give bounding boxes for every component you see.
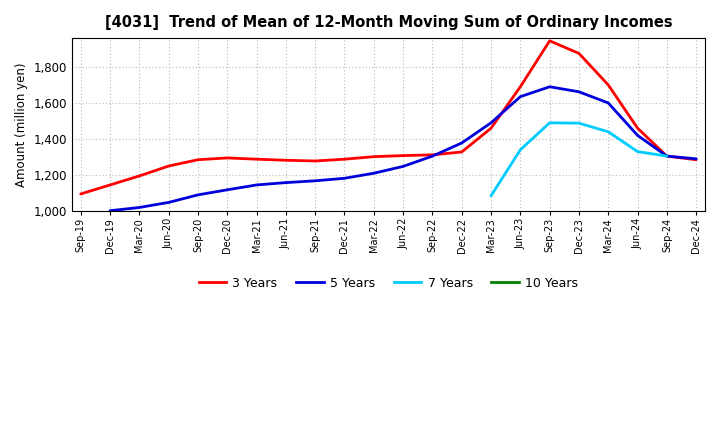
5 Years [575,89,583,95]
3 Years [662,154,671,159]
Y-axis label: Amount (million yen): Amount (million yen) [15,62,28,187]
5 Years [692,156,701,161]
7 Years [604,129,613,135]
7 Years [575,121,583,126]
Title: [4031]  Trend of Mean of 12-Month Moving Sum of Ordinary Incomes: [4031] Trend of Mean of 12-Month Moving … [104,15,672,30]
3 Years [692,157,701,162]
5 Years [223,187,232,192]
3 Years [194,157,202,162]
5 Years [194,192,202,198]
3 Years [252,157,261,162]
5 Years [662,154,671,159]
5 Years [369,171,378,176]
3 Years [428,152,437,158]
5 Years [135,205,144,210]
3 Years [457,149,466,154]
Line: 3 Years: 3 Years [81,41,696,194]
Line: 7 Years: 7 Years [491,123,667,196]
Legend: 3 Years, 5 Years, 7 Years, 10 Years: 3 Years, 5 Years, 7 Years, 10 Years [194,272,583,295]
3 Years [223,155,232,161]
3 Years [164,163,173,169]
3 Years [311,158,320,164]
5 Years [604,100,613,106]
5 Years [164,200,173,205]
5 Years [399,164,408,169]
5 Years [545,84,554,89]
5 Years [340,176,348,181]
5 Years [516,94,525,99]
7 Years [662,154,671,159]
5 Years [487,120,495,125]
3 Years [282,158,290,163]
5 Years [634,133,642,138]
3 Years [604,82,613,88]
3 Years [76,191,85,197]
7 Years [634,149,642,154]
3 Years [634,125,642,131]
5 Years [457,140,466,146]
3 Years [399,153,408,158]
3 Years [106,182,114,187]
7 Years [545,120,554,125]
5 Years [282,180,290,185]
7 Years [516,147,525,152]
5 Years [252,182,261,187]
5 Years [428,154,437,159]
5 Years [311,178,320,183]
Line: 5 Years: 5 Years [110,87,696,211]
5 Years [106,208,114,213]
3 Years [487,125,495,131]
3 Years [135,173,144,179]
3 Years [545,38,554,44]
3 Years [575,51,583,56]
3 Years [369,154,378,159]
3 Years [516,84,525,89]
3 Years [340,157,348,162]
7 Years [487,193,495,198]
